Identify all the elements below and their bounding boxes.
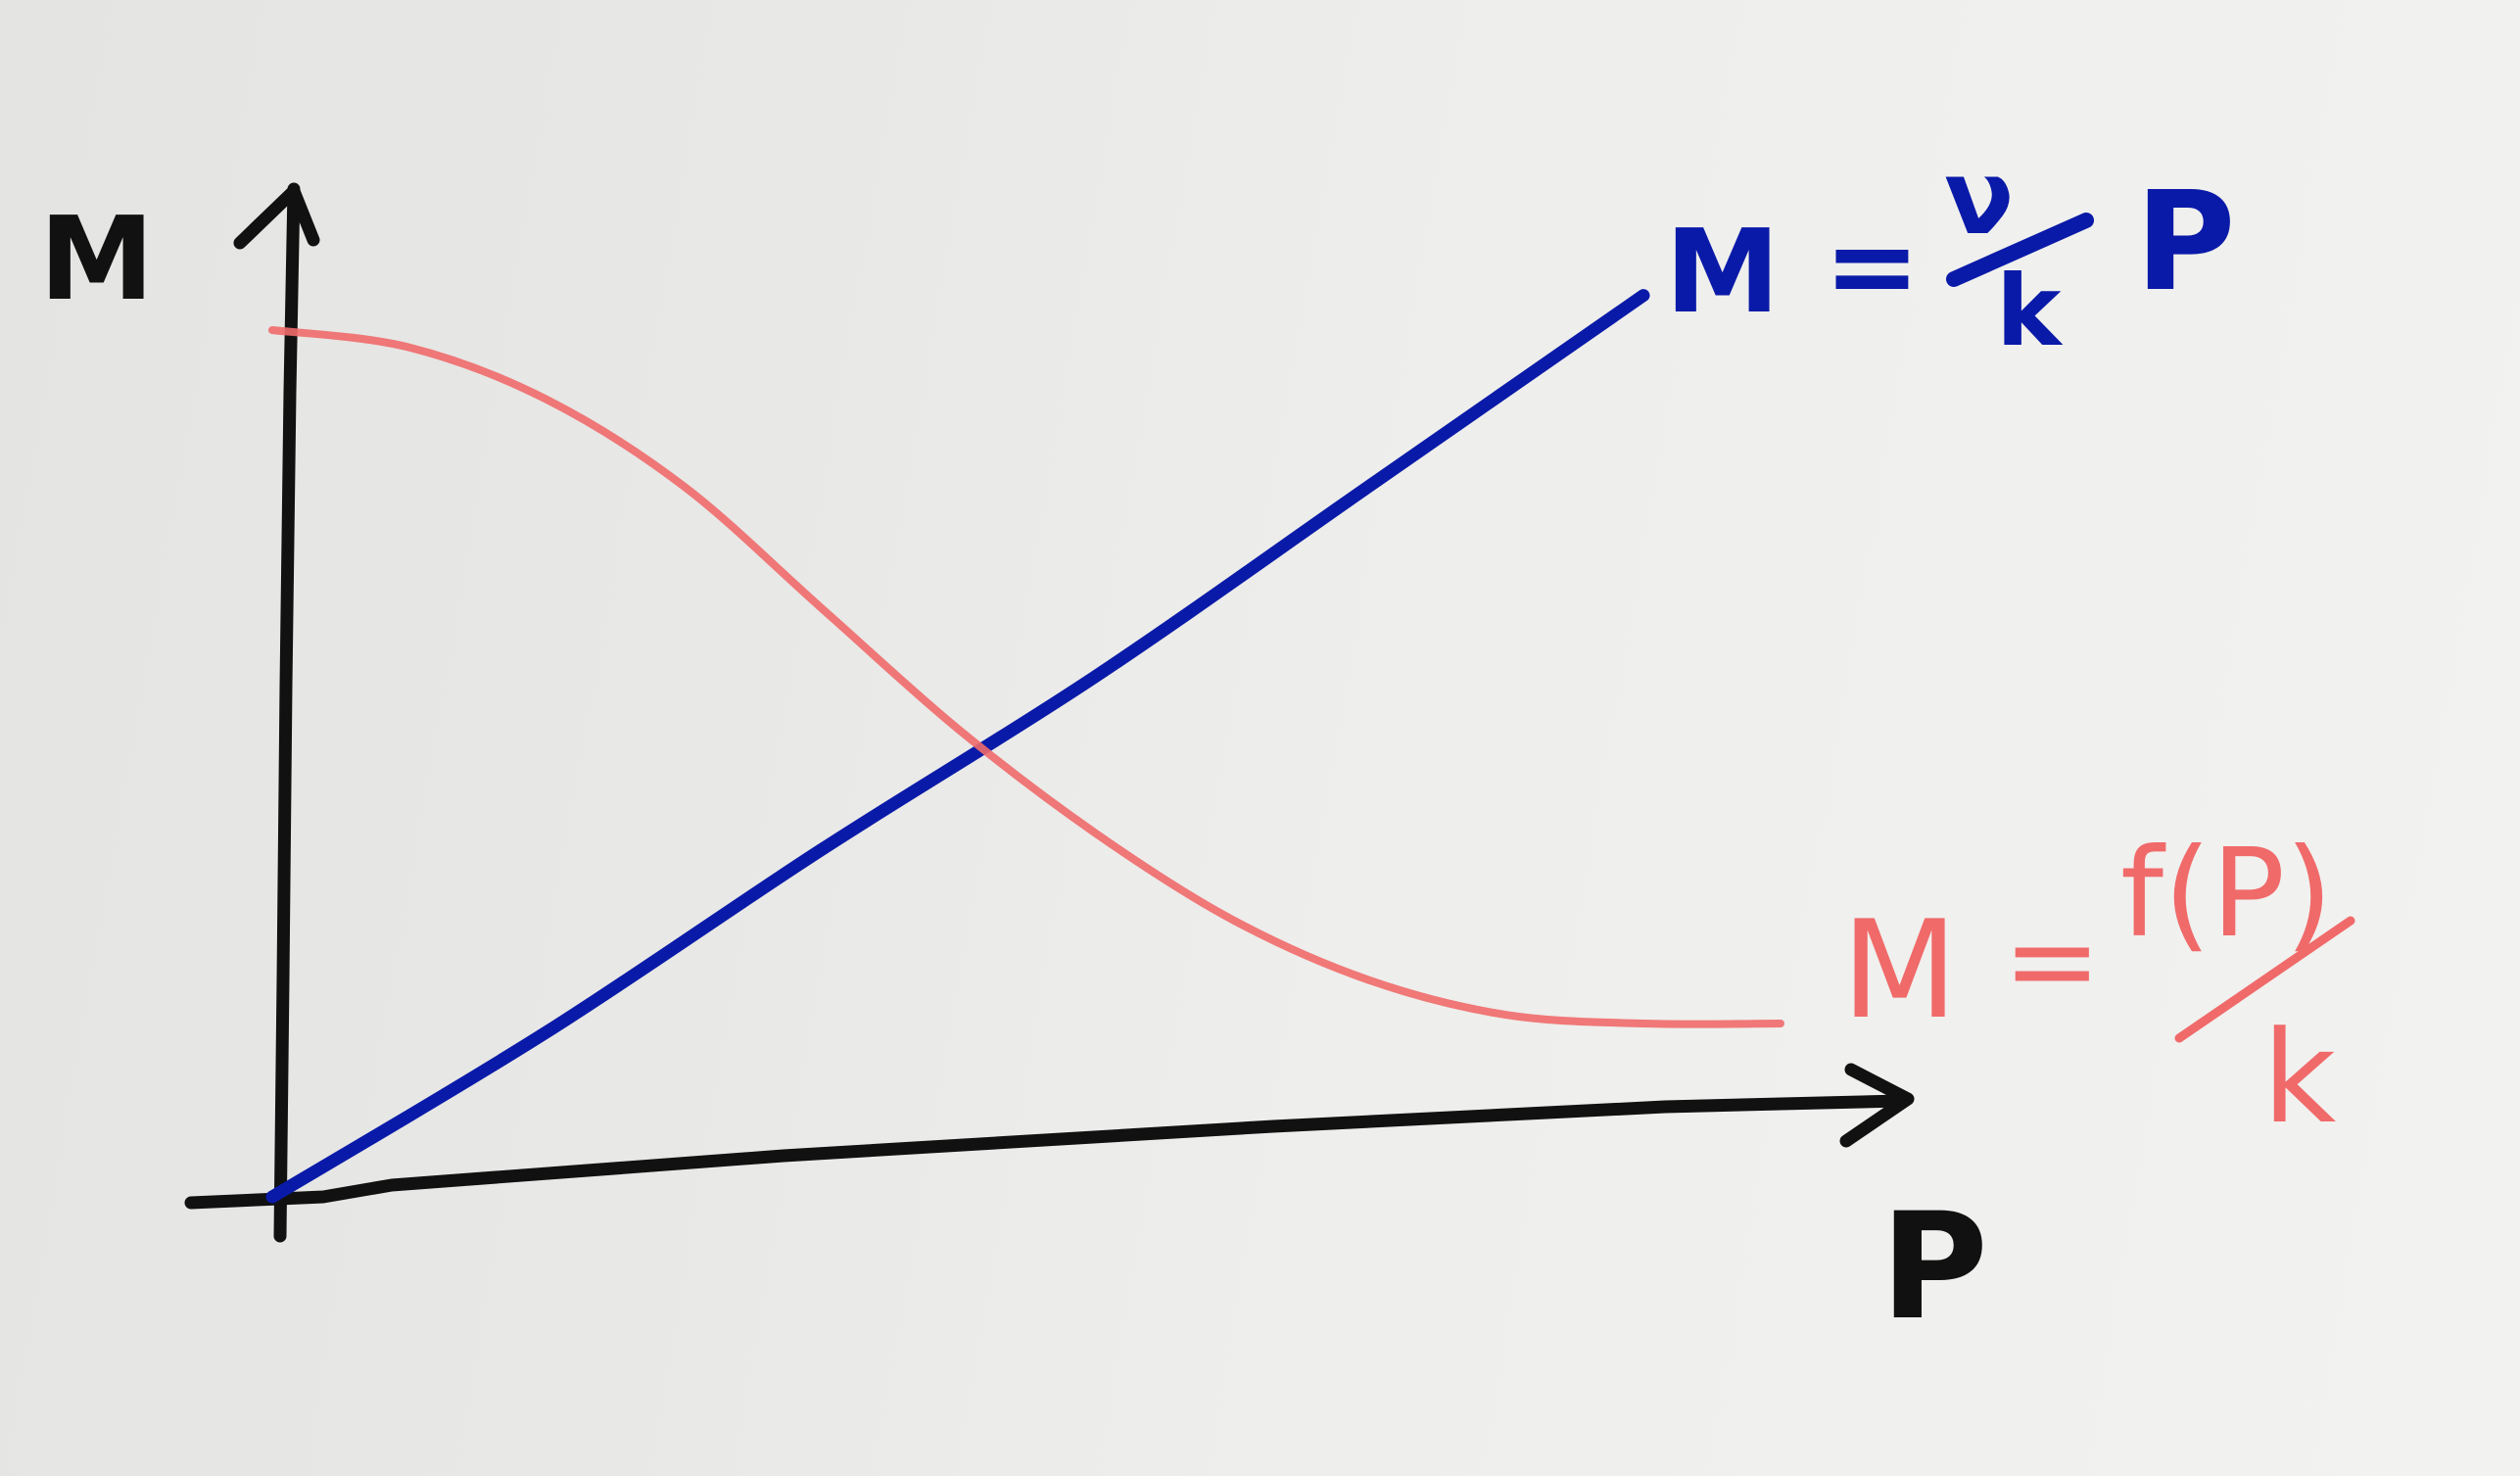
decreasing-series-label: M = f(P) k xyxy=(1841,823,2355,1152)
linear-series-label: M = ν k P xyxy=(1665,138,2236,368)
y-axis-arrowhead xyxy=(233,184,320,250)
linear-label-rest: P xyxy=(2135,163,2236,322)
decreasing-label-eq: = xyxy=(2003,893,2102,1029)
y-axis-label: M xyxy=(39,191,154,326)
linear-label-fraction-bar xyxy=(1946,213,2094,287)
linear-label-eq: = xyxy=(1824,198,1921,333)
decreasing-label-fraction-bar xyxy=(2174,916,2355,1043)
decreasing-label-den: k xyxy=(2262,1003,2336,1152)
x-axis xyxy=(184,1094,1907,1210)
linear-label-den: k xyxy=(1996,254,2064,368)
decreasing-series-line xyxy=(268,326,1784,1028)
x-axis-arrowhead xyxy=(1839,1063,1915,1148)
linear-label-num: ν xyxy=(1944,138,2015,258)
y-axis xyxy=(273,182,301,1243)
linear-series-line xyxy=(265,289,1650,1204)
decreasing-label-num: f(P) xyxy=(2120,823,2333,965)
linear-label-lhs: M xyxy=(1665,204,1780,339)
x-axis-label: P xyxy=(1880,1182,1988,1353)
series-layer xyxy=(265,289,1784,1204)
decreasing-label-lhs: M xyxy=(1841,891,1958,1049)
